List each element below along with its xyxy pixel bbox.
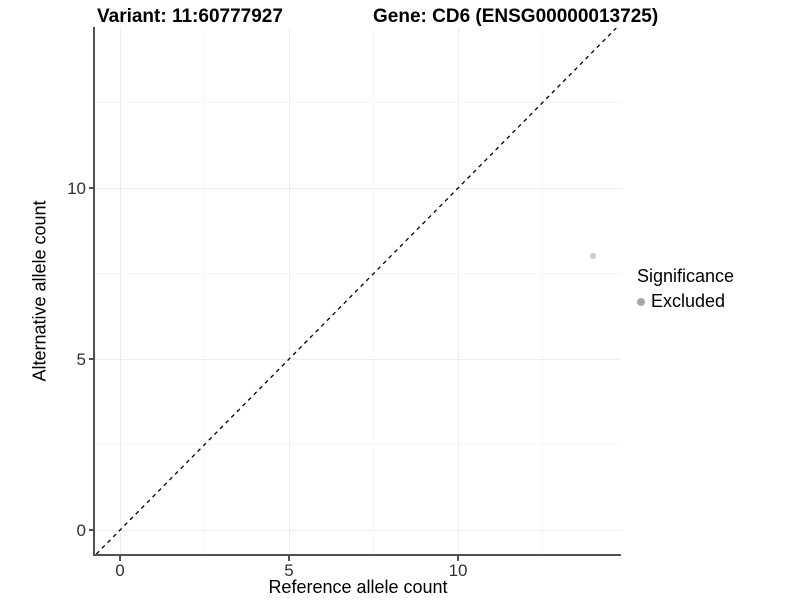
gridline-horizontal-minor xyxy=(95,444,621,446)
y-tick-label: 5 xyxy=(76,349,86,369)
y-tick-mark xyxy=(88,529,93,531)
x-tick-mark xyxy=(119,556,121,561)
y-tick-mark xyxy=(88,358,93,360)
legend-key-dot-icon xyxy=(637,297,645,306)
plot-panel xyxy=(95,28,621,554)
x-axis-line xyxy=(93,554,621,556)
gridline-horizontal-minor xyxy=(95,102,621,104)
data-point xyxy=(590,253,597,260)
gridline-horizontal-major xyxy=(95,529,621,531)
legend-title: Significance xyxy=(637,266,735,286)
gridline-horizontal-major xyxy=(95,187,621,189)
gridline-horizontal-major xyxy=(95,358,621,360)
x-tick-mark xyxy=(288,556,290,561)
x-axis-title: Reference allele count xyxy=(268,577,448,597)
y-tick-mark xyxy=(88,187,93,189)
y-axis-title: Alternative allele count xyxy=(29,200,50,382)
y-tick-label: 10 xyxy=(67,178,86,198)
gridline-vertical-minor xyxy=(542,28,544,554)
gridline-horizontal-minor xyxy=(95,273,621,275)
gridline-vertical-major xyxy=(457,28,459,554)
x-tick-label: 0 xyxy=(115,561,125,580)
x-tick-label: 5 xyxy=(284,561,294,580)
legend-item: Excluded xyxy=(637,291,734,312)
y-axis-line xyxy=(93,27,95,556)
x-tick-mark xyxy=(457,556,459,561)
gridline-vertical-major xyxy=(288,28,290,554)
gridline-vertical-major xyxy=(119,28,121,554)
identity-line xyxy=(95,28,617,554)
variant-title: Variant: 11:60777927 xyxy=(97,6,283,27)
legend: Significance Excluded xyxy=(637,266,734,312)
identity-line-svg xyxy=(95,28,617,554)
x-tick-label: 10 xyxy=(448,561,468,580)
gridline-vertical-minor xyxy=(373,28,375,554)
gene-title: Gene: CD6 (ENSG00000013725) xyxy=(373,6,659,27)
legend-item-label: Excluded xyxy=(651,291,726,311)
y-tick-label: 0 xyxy=(76,520,86,540)
gridline-vertical-minor xyxy=(204,28,206,554)
